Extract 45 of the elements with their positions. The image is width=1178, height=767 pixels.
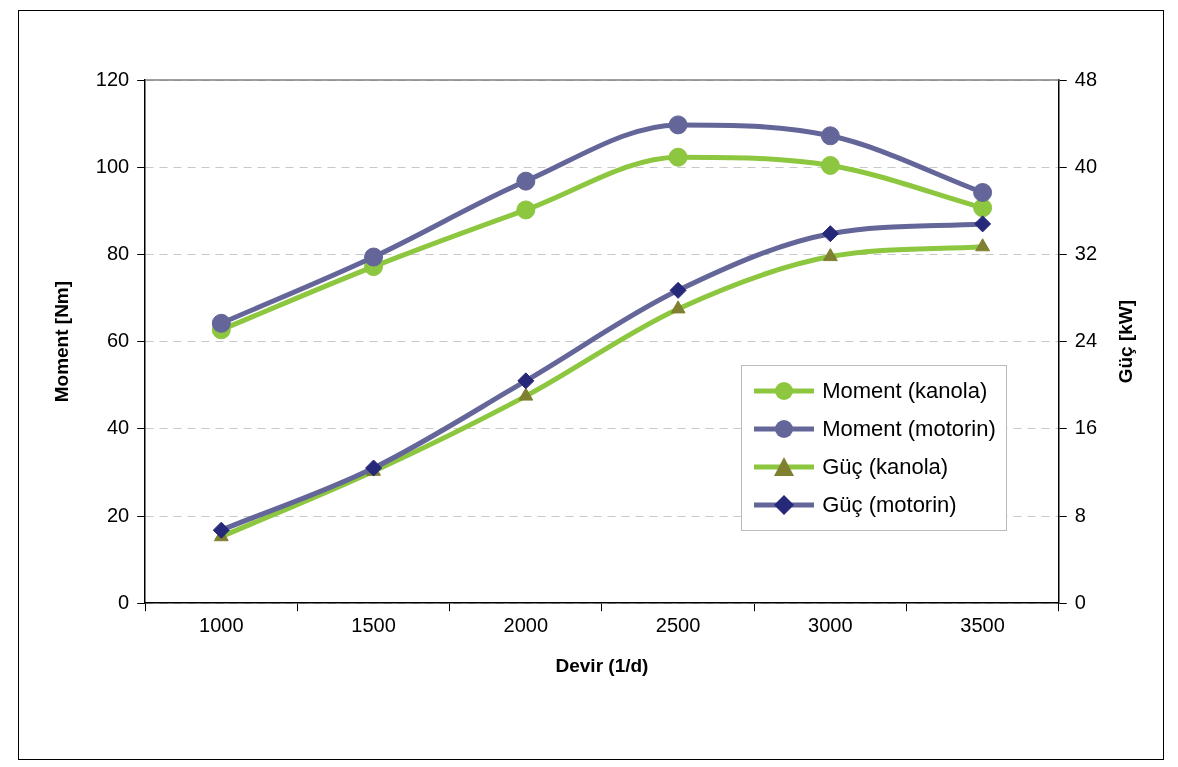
point (212, 521, 230, 539)
point (517, 372, 535, 390)
y-tick-label: 100 (95, 154, 130, 177)
y2-tick-label: 16 (1074, 416, 1097, 439)
point (973, 182, 993, 202)
x-tick-label: 3000 (808, 613, 853, 636)
point (516, 171, 536, 191)
x-tick-label: 2000 (503, 613, 549, 636)
y2-tick-label: 48 (1074, 67, 1097, 90)
point (670, 300, 686, 314)
point (974, 215, 992, 233)
x-axis-title: Devir (1/d) (555, 654, 649, 676)
legend-label: Güç (motorin) (822, 492, 957, 519)
x-tick-label: 3500 (960, 613, 1005, 636)
legend-label: Moment (motorin) (822, 416, 996, 443)
y-tick-label: 0 (118, 590, 130, 613)
point (822, 248, 838, 262)
y-tick-label: 120 (95, 67, 130, 90)
y-tick-label: 80 (106, 241, 130, 264)
x-tick-label: 2500 (655, 613, 701, 636)
y-axis-title: Moment [Nm] (50, 280, 72, 403)
point (820, 155, 840, 175)
point (364, 247, 384, 267)
y2-axis-title: Güç [kW] (1115, 299, 1137, 384)
legend-label: Güç (kanola) (822, 454, 949, 481)
x-tick-label: 1000 (199, 613, 244, 636)
point (211, 313, 231, 333)
y2-tick-label: 24 (1074, 329, 1097, 352)
point (668, 147, 688, 167)
y2-tick-label: 32 (1074, 241, 1097, 264)
point (516, 200, 536, 220)
y-tick-label: 40 (106, 416, 130, 439)
y-tick-label: 60 (106, 329, 130, 352)
y-tick-label: 20 (106, 503, 130, 526)
y2-tick-label: 8 (1074, 503, 1086, 526)
point (669, 281, 687, 299)
point (668, 115, 688, 135)
legend-label: Moment (kanola) (822, 378, 988, 405)
point (975, 238, 991, 252)
point (518, 387, 534, 401)
point (821, 225, 839, 243)
x-tick-label: 1500 (351, 613, 396, 636)
y2-tick-label: 0 (1074, 590, 1086, 613)
point (820, 126, 840, 146)
y2-tick-label: 40 (1074, 154, 1097, 177)
